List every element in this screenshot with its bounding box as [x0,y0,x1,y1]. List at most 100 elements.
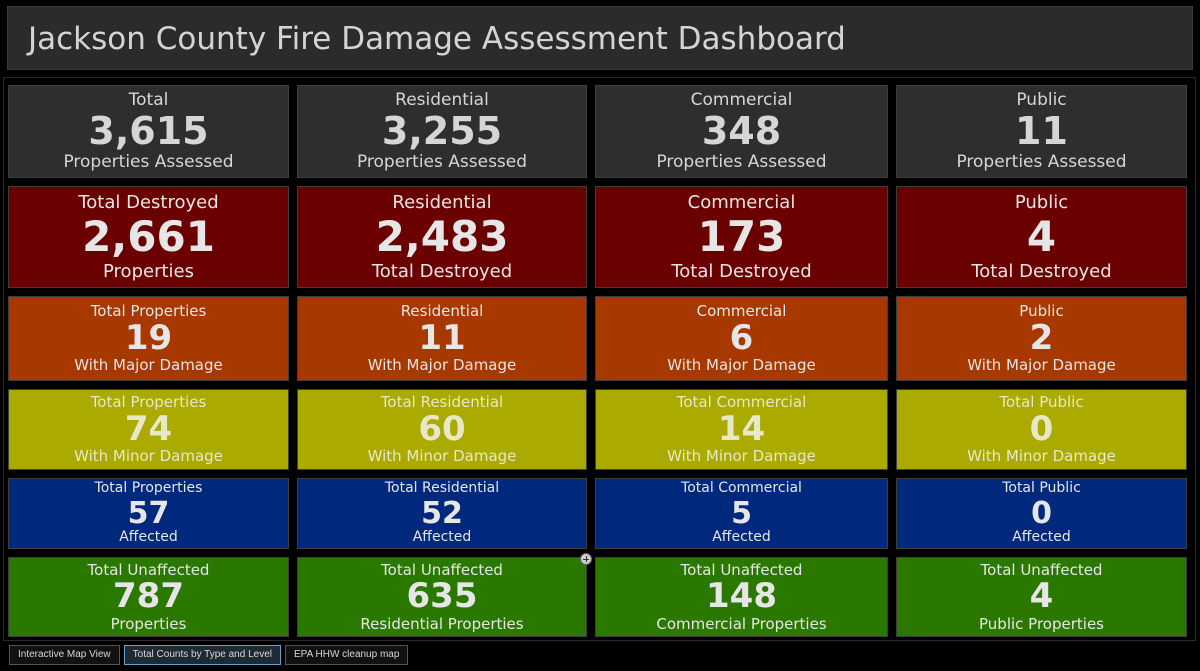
card-value: 14 [717,408,766,449]
card-bottom-label: With Major Damage [967,356,1116,375]
card-top-label: Total Commercial [676,393,807,412]
card-commercial-assessed[interactable]: Commercial 348 Properties Assessed [595,85,888,178]
card-commercial-minor-damage[interactable]: Total Commercial 14 With Minor Damage [595,389,888,470]
card-bottom-label: Public Properties [979,614,1104,633]
card-residential-major-damage[interactable]: Residential 11 With Major Damage [297,296,587,381]
dashboard-title: Jackson County Fire Damage Assessment Da… [28,21,846,57]
card-value: 4 [1029,576,1054,617]
card-bottom-label: With Minor Damage [367,447,517,466]
card-top-label: Total Residential [384,480,500,497]
card-public-assessed[interactable]: Public 11 Properties Assessed [896,85,1187,178]
card-public-minor-damage[interactable]: Total Public 0 With Minor Damage [896,389,1187,470]
card-bottom-label: Residential Properties [360,614,524,633]
card-value: 2 [1029,317,1054,358]
card-public-destroyed[interactable]: Public 4 Total Destroyed [896,186,1187,288]
card-commercial-unaffected[interactable]: Total Unaffected 148 Commercial Properti… [595,557,888,637]
card-bottom-label: Properties Assessed [356,151,528,172]
card-bottom-label: With Minor Damage [967,447,1116,466]
card-bottom-label: With Minor Damage [667,447,816,466]
card-top-label: Total Properties [90,393,207,412]
card-value: 2,483 [375,212,509,262]
card-top-label: Total Public [1002,480,1081,497]
card-top-label: Commercial [690,90,793,111]
card-value: 173 [697,212,786,262]
card-commercial-destroyed[interactable]: Commercial 173 Total Destroyed [595,186,888,288]
dashboard-tab-bar: Interactive Map View Total Counts by Typ… [9,645,409,665]
card-residential-destroyed[interactable]: Residential 2,483 Total Destroyed [297,186,587,288]
card-top-label: Residential [395,90,489,111]
card-value: 2,661 [82,212,215,262]
card-top-label: Total Unaffected [381,560,503,579]
card-value: 635 [406,576,478,617]
card-bottom-label: Affected [412,529,472,546]
card-value: 0 [1031,495,1052,531]
card-value: 5 [731,495,752,531]
card-bottom-label: Total Destroyed [671,260,812,282]
card-top-label: Total Destroyed [78,191,219,213]
card-commercial-affected[interactable]: Total Commercial 5 Affected [595,478,888,549]
card-residential-assessed[interactable]: Residential 3,255 Properties Assessed [297,85,587,178]
dashboard-header: Jackson County Fire Damage Assessment Da… [7,6,1193,70]
card-bottom-label: Affected [712,529,771,546]
card-bottom-label: Properties Assessed [656,151,827,172]
card-bottom-label: With Major Damage [367,356,517,375]
card-top-label: Total Unaffected [980,560,1103,579]
card-top-label: Total Commercial [681,480,802,497]
card-residential-minor-damage[interactable]: Total Residential 60 With Minor Damage [297,389,587,470]
card-top-label: Residential [392,191,492,213]
card-bottom-label: With Major Damage [74,356,223,375]
card-top-label: Commercial [696,302,787,321]
card-public-affected[interactable]: Total Public 0 Affected [896,478,1187,549]
card-value: 787 [113,576,184,617]
card-bottom-label: Commercial Properties [656,614,827,633]
card-value: 348 [701,109,782,154]
card-bottom-label: Properties Assessed [63,151,234,172]
card-top-label: Total Properties [94,480,203,497]
card-value: 0 [1029,408,1054,449]
card-value: 11 [1015,109,1068,154]
card-residential-affected[interactable]: Total Residential 52 Affected [297,478,587,549]
card-top-label: Total Properties [90,302,207,321]
card-total-assessed[interactable]: Total 3,615 Properties Assessed [8,85,289,178]
card-value: 11 [418,317,466,358]
tab-interactive-map-view[interactable]: Interactive Map View [9,645,120,665]
card-total-unaffected[interactable]: Total Unaffected 787 Properties [8,557,289,637]
card-value: 52 [421,495,463,531]
card-top-label: Total Unaffected [87,560,210,579]
card-bottom-label: With Major Damage [667,356,816,375]
card-bottom-label: Affected [119,529,178,546]
indicator-grid [3,77,1196,641]
card-top-label: Total [128,90,169,111]
tab-total-counts[interactable]: Total Counts by Type and Level [123,645,281,665]
card-value: 3,255 [381,109,503,154]
card-value: 6 [729,317,754,358]
card-bottom-label: Properties Assessed [956,151,1127,172]
card-total-affected[interactable]: Total Properties 57 Affected [8,478,289,549]
card-top-label: Total Residential [380,393,504,412]
card-top-label: Residential [400,302,484,321]
card-value: 3,615 [88,109,209,154]
card-public-unaffected[interactable]: Total Unaffected 4 Public Properties [896,557,1187,637]
card-total-major-damage[interactable]: Total Properties 19 With Major Damage [8,296,289,381]
card-top-label: Public [1019,302,1064,321]
move-handle-icon[interactable] [580,553,592,565]
card-residential-unaffected[interactable]: Total Unaffected 635 Residential Propert… [297,557,587,637]
card-bottom-label: Properties [103,260,194,282]
card-total-destroyed[interactable]: Total Destroyed 2,661 Properties [8,186,289,288]
card-total-minor-damage[interactable]: Total Properties 74 With Minor Damage [8,389,289,470]
card-bottom-label: Total Destroyed [971,260,1112,282]
card-top-label: Commercial [687,191,796,213]
tab-epa-hhw-cleanup-map[interactable]: EPA HHW cleanup map [285,645,409,665]
card-top-label: Public [1016,90,1067,111]
card-value: 60 [418,408,466,449]
card-bottom-label: Total Destroyed [371,260,513,282]
card-bottom-label: Affected [1012,529,1071,546]
card-top-label: Total Unaffected [680,560,803,579]
card-value: 4 [1026,212,1057,262]
card-commercial-major-damage[interactable]: Commercial 6 With Major Damage [595,296,888,381]
card-public-major-damage[interactable]: Public 2 With Major Damage [896,296,1187,381]
card-value: 19 [124,317,173,358]
card-value: 148 [706,576,777,617]
card-value: 57 [127,495,170,531]
card-top-label: Total Public [999,393,1084,412]
